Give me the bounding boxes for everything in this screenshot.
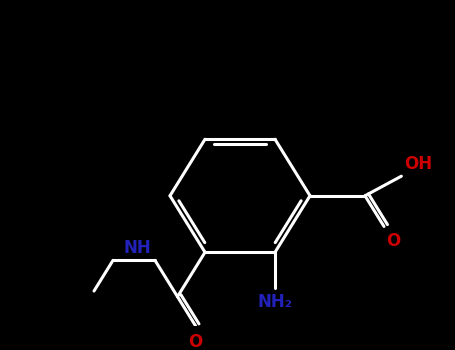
Text: NH: NH xyxy=(123,239,151,257)
Text: NH₂: NH₂ xyxy=(258,293,293,311)
Text: O: O xyxy=(386,232,400,250)
Text: OH: OH xyxy=(404,155,433,173)
Text: O: O xyxy=(188,333,202,350)
